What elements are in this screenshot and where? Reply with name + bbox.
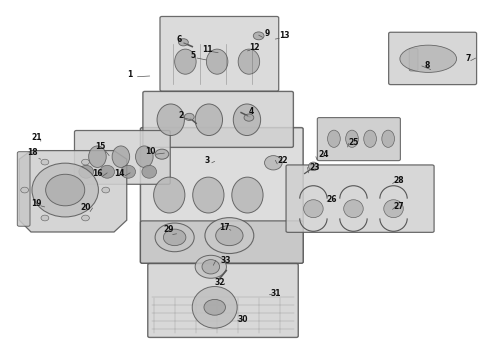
FancyBboxPatch shape xyxy=(148,264,298,337)
FancyBboxPatch shape xyxy=(286,165,434,232)
FancyBboxPatch shape xyxy=(141,128,303,263)
Text: 17: 17 xyxy=(219,223,230,232)
Ellipse shape xyxy=(345,130,358,147)
Ellipse shape xyxy=(46,174,85,206)
Ellipse shape xyxy=(206,49,228,74)
Text: 5: 5 xyxy=(190,51,196,60)
Text: 11: 11 xyxy=(202,45,213,54)
Text: 8: 8 xyxy=(424,62,429,71)
Text: 26: 26 xyxy=(327,195,337,204)
Ellipse shape xyxy=(102,187,110,193)
Ellipse shape xyxy=(155,149,169,159)
Text: 32: 32 xyxy=(214,278,225,287)
FancyBboxPatch shape xyxy=(74,131,170,184)
Ellipse shape xyxy=(205,218,254,253)
Ellipse shape xyxy=(100,165,115,178)
Ellipse shape xyxy=(112,146,130,167)
Text: 24: 24 xyxy=(318,150,328,159)
Ellipse shape xyxy=(154,177,185,213)
Text: 16: 16 xyxy=(92,169,103,178)
FancyBboxPatch shape xyxy=(141,221,303,263)
Ellipse shape xyxy=(343,200,363,218)
Text: 15: 15 xyxy=(95,142,105,151)
Ellipse shape xyxy=(136,146,153,167)
Ellipse shape xyxy=(244,114,254,121)
FancyBboxPatch shape xyxy=(17,152,30,226)
Ellipse shape xyxy=(265,156,282,170)
Ellipse shape xyxy=(384,200,403,218)
Ellipse shape xyxy=(81,215,89,221)
Ellipse shape xyxy=(233,104,261,135)
Ellipse shape xyxy=(304,200,323,218)
Text: 12: 12 xyxy=(249,43,260,52)
Ellipse shape xyxy=(232,177,263,213)
Polygon shape xyxy=(19,150,127,232)
Ellipse shape xyxy=(32,163,98,217)
Text: 4: 4 xyxy=(248,107,253,116)
Text: 29: 29 xyxy=(164,225,174,234)
Text: 6: 6 xyxy=(177,35,182,44)
Text: 2: 2 xyxy=(178,111,183,120)
Text: 14: 14 xyxy=(114,169,124,178)
Ellipse shape xyxy=(192,287,237,328)
Ellipse shape xyxy=(216,226,243,246)
Ellipse shape xyxy=(202,260,220,274)
Ellipse shape xyxy=(89,146,106,167)
Ellipse shape xyxy=(41,215,49,221)
Ellipse shape xyxy=(382,130,394,147)
Ellipse shape xyxy=(184,113,194,121)
Ellipse shape xyxy=(253,32,264,40)
Text: 9: 9 xyxy=(265,29,270,38)
Text: 13: 13 xyxy=(279,31,289,40)
Ellipse shape xyxy=(21,187,28,193)
Ellipse shape xyxy=(174,49,196,74)
Ellipse shape xyxy=(193,177,224,213)
Text: 20: 20 xyxy=(80,203,91,212)
Ellipse shape xyxy=(195,104,222,135)
Text: 22: 22 xyxy=(278,156,288,165)
FancyBboxPatch shape xyxy=(409,48,418,71)
Ellipse shape xyxy=(157,104,184,135)
Ellipse shape xyxy=(364,130,376,147)
Text: 31: 31 xyxy=(270,289,281,298)
FancyBboxPatch shape xyxy=(318,118,400,161)
Ellipse shape xyxy=(142,165,157,178)
Ellipse shape xyxy=(195,255,226,278)
Ellipse shape xyxy=(204,300,225,315)
FancyBboxPatch shape xyxy=(160,17,279,91)
Ellipse shape xyxy=(400,45,457,72)
Ellipse shape xyxy=(79,165,94,178)
Text: 7: 7 xyxy=(465,54,470,63)
FancyBboxPatch shape xyxy=(389,32,477,85)
Ellipse shape xyxy=(178,39,188,46)
Text: 3: 3 xyxy=(205,156,210,165)
Text: 18: 18 xyxy=(27,148,38,157)
Text: 25: 25 xyxy=(348,138,359,147)
Text: 33: 33 xyxy=(220,256,231,265)
Text: 23: 23 xyxy=(309,163,319,172)
Ellipse shape xyxy=(328,130,340,147)
Ellipse shape xyxy=(81,159,89,165)
Text: 30: 30 xyxy=(237,315,248,324)
Text: 27: 27 xyxy=(393,202,404,211)
Text: 28: 28 xyxy=(393,176,404,185)
Text: 21: 21 xyxy=(31,133,42,142)
FancyBboxPatch shape xyxy=(143,91,294,147)
Ellipse shape xyxy=(238,49,260,74)
Ellipse shape xyxy=(155,223,194,252)
Text: 19: 19 xyxy=(31,199,42,208)
Ellipse shape xyxy=(163,229,186,246)
Ellipse shape xyxy=(121,165,136,178)
Text: 10: 10 xyxy=(145,147,155,156)
Ellipse shape xyxy=(309,162,318,171)
Text: 1: 1 xyxy=(127,70,133,79)
Ellipse shape xyxy=(41,159,49,165)
